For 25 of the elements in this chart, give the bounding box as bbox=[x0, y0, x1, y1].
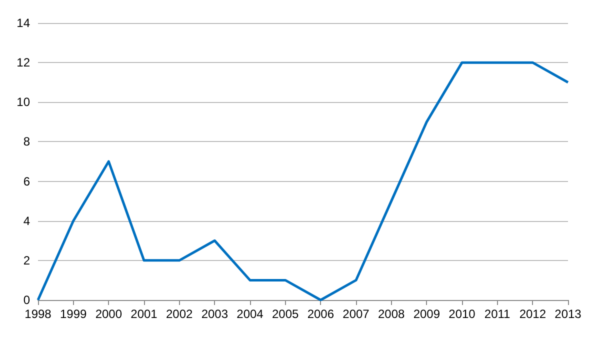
x-tick-label: 2005 bbox=[272, 307, 300, 321]
x-tick-label: 1998 bbox=[24, 307, 52, 321]
y-tick-label: 12 bbox=[16, 56, 30, 70]
x-tick-label: 2004 bbox=[236, 307, 264, 321]
x-tick-label: 2012 bbox=[519, 307, 546, 321]
x-tick-label: 2009 bbox=[413, 307, 440, 321]
x-tick-label: 2013 bbox=[554, 307, 582, 321]
y-tick-label: 2 bbox=[23, 253, 30, 268]
x-tick-label: 2000 bbox=[95, 307, 122, 321]
x-tick-label: 2011 bbox=[484, 307, 511, 321]
y-tick-label: 14 bbox=[16, 16, 30, 30]
x-tick-label: 2006 bbox=[307, 307, 334, 321]
x-tick-label: 2003 bbox=[201, 307, 228, 321]
y-tick-label: 10 bbox=[16, 95, 30, 110]
line-series bbox=[36, 61, 570, 302]
y-tick-label: 0 bbox=[23, 293, 30, 307]
x-tick-label: 2010 bbox=[448, 307, 476, 321]
x-tick-label: 2008 bbox=[378, 307, 406, 321]
y-tick-label: 8 bbox=[23, 134, 30, 149]
x-tick-label: 2007 bbox=[342, 307, 370, 321]
y-tick-label: 4 bbox=[23, 214, 30, 228]
x-tick-label: 2002 bbox=[166, 307, 194, 321]
x-tick-label: 1999 bbox=[60, 307, 88, 321]
x-tick-label: 2001 bbox=[130, 307, 158, 321]
y-tick-label: 6 bbox=[23, 174, 30, 188]
